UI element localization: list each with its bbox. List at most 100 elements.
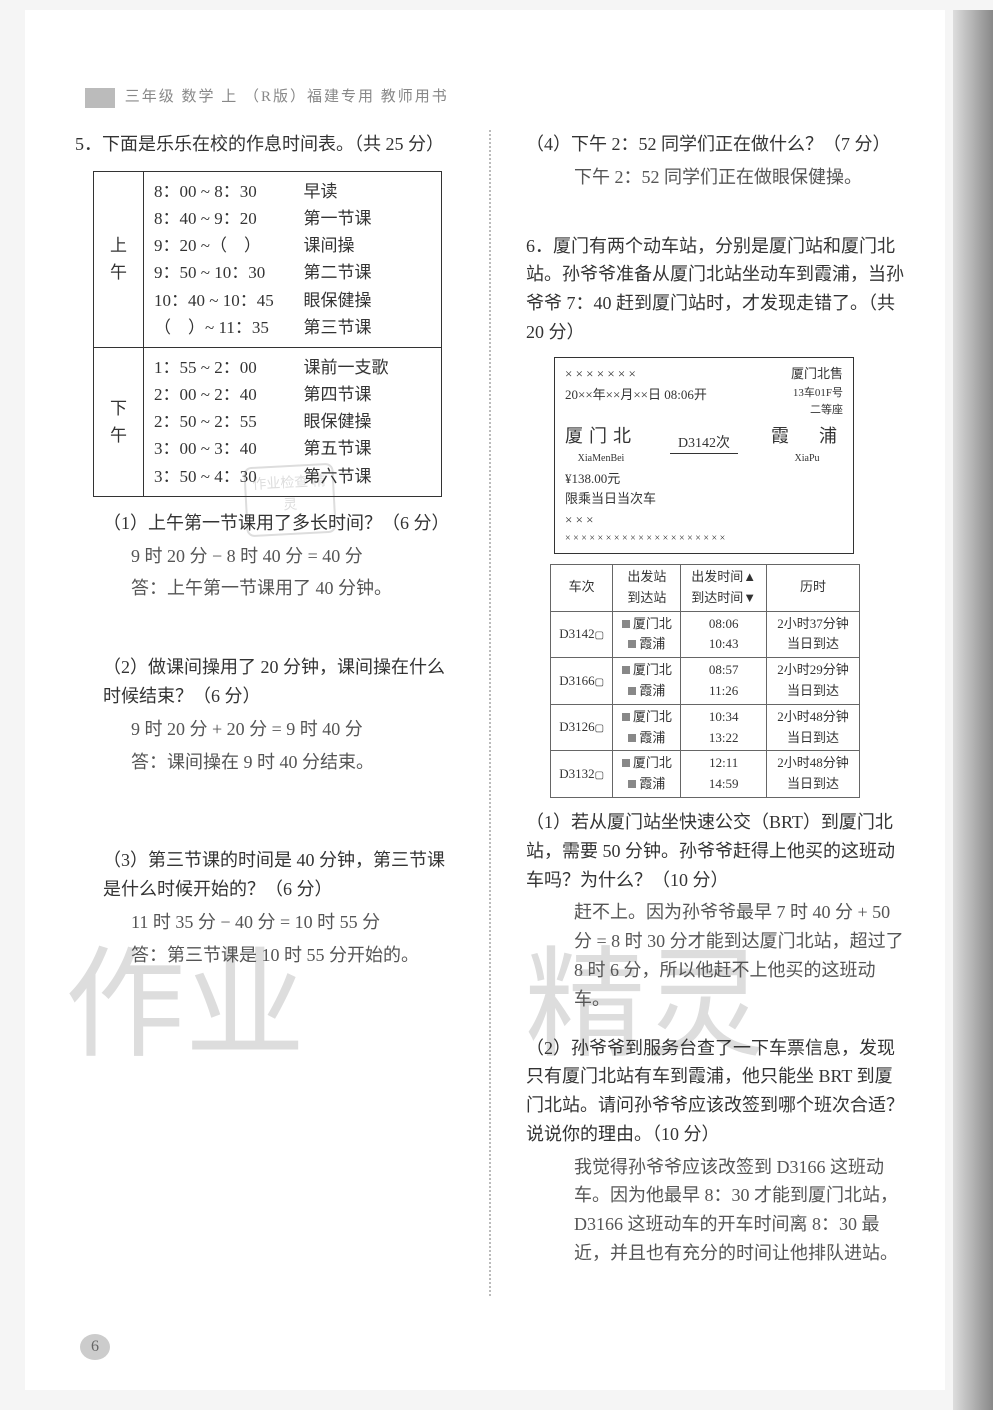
q5-1-calc: 9 时 20 分 − 8 时 40 分 = 40 分 xyxy=(103,542,454,571)
ticket-top-left: × × × × × × × xyxy=(565,364,636,385)
th-stations: 出发站 到达站 xyxy=(613,564,681,611)
cell-duration: 2小时37分钟当日到达 xyxy=(766,611,859,658)
cell-train-no: D3166▢ xyxy=(551,658,613,705)
ticket-note: 限乘当日当次车 xyxy=(565,489,843,510)
cell-stations: 厦门北 霞浦 xyxy=(613,611,681,658)
train-row: D3142▢ 厦门北 霞浦 08:0610:43 2小时37分钟当日到达 xyxy=(551,611,860,658)
ticket-seat: 13车01F号 二等座 xyxy=(793,385,843,420)
q5-2-question: （2）做课间操用了 20 分钟，课间操在什么时候结束？（6 分） xyxy=(103,653,454,711)
q5-4-answer: 下午 2：52 同学们正在做眼保健操。 xyxy=(526,163,905,192)
q5-3-answer: 答：第三节课是 10 时 55 分开始的。 xyxy=(103,941,454,970)
ticket-to: 霞 浦 XiaPu xyxy=(771,422,843,467)
cell-stations: 厦门北 霞浦 xyxy=(613,751,681,798)
train-no: D3142次 xyxy=(670,436,738,454)
two-column-content: 5．下面是乐乐在校的作息时间表。（共 25 分） 上午 8：00 ~ 8：308… xyxy=(75,130,905,1296)
header-text: 三年级 数学 xyxy=(125,89,216,105)
ticket-top-right: 厦门北售 xyxy=(791,364,843,385)
from-cn: 厦门北 xyxy=(565,422,637,451)
q5-2-answer: 答：课间操在 9 时 40 分结束。 xyxy=(103,748,454,777)
ticket-date: 20××年××月××日 08:06开 xyxy=(565,385,707,420)
q6-1-answer: 赶不上。因为孙爷爷最早 7 时 40 分 + 50 分 = 8 时 30 分才能… xyxy=(526,898,905,1013)
q6-text: 6．厦门有两个动车站，分别是厦门站和厦门北站。孙爷爷准备从厦门北站坐动车到霞浦，… xyxy=(526,232,905,347)
schedule-time: 8：00 ~ 8：30 xyxy=(154,178,284,205)
morning-acts: 早读第一节课课间操第二节课眼保健操第三节课 xyxy=(294,171,442,347)
th-duration: 历时 xyxy=(766,564,859,611)
schedule-time: （ ）~ 11：35 xyxy=(154,314,284,341)
column-divider xyxy=(489,130,491,1296)
schedule-activity: 第六节课 xyxy=(304,463,431,490)
q5-sub2: （2）做课间操用了 20 分钟，课间操在什么时候结束？（6 分） 9 时 20 … xyxy=(75,653,454,776)
train-ticket: × × × × × × × 厦门北售 20××年××月××日 08:06开 13… xyxy=(554,357,854,554)
ticket-price: ¥138.00元 xyxy=(565,469,843,490)
q5-4-question: （4）下午 2：52 同学们正在做什么？（7 分） xyxy=(526,130,905,159)
train-schedule-table: 车次 出发站 到达站 出发时间▲ 到达时间▼ 历时 xyxy=(550,564,860,798)
schedule-activity: 课前一支歌 xyxy=(304,354,431,381)
schedule-time: 8：40 ~ 9：20 xyxy=(154,205,284,232)
cell-train-no: D3142▢ xyxy=(551,611,613,658)
page-header: 三年级 数学 上 （R版）福建专用 教师用书 xyxy=(85,85,449,109)
q5-stem: 下面是乐乐在校的作息时间表。（共 25 分） xyxy=(102,134,444,154)
q5-sub4: （4）下午 2：52 同学们正在做什么？（7 分） 下午 2：52 同学们正在做… xyxy=(526,130,905,192)
cell-stations: 厦门北 霞浦 xyxy=(613,658,681,705)
q5-1-question: （1）上午第一节课用了多长时间？（6 分） xyxy=(103,509,454,538)
page-number: 6 xyxy=(80,1334,110,1360)
q5-sub1: （1）上午第一节课用了多长时间？（6 分） 9 时 20 分 − 8 时 40 … xyxy=(75,509,454,603)
schedule-time: 2：00 ~ 2：40 xyxy=(154,381,284,408)
schedule-activity: 第一节课 xyxy=(304,205,431,232)
question-6: 6．厦门有两个动车站，分别是厦门站和厦门北站。孙爷爷准备从厦门北站坐动车到霞浦，… xyxy=(526,232,905,1268)
header-vol: 上 xyxy=(221,89,238,105)
schedule-activity: 眼保健操 xyxy=(304,287,431,314)
to-py: XiaPu xyxy=(771,451,843,467)
schedule-time: 9：50 ~ 10：30 xyxy=(154,259,284,286)
afternoon-times: 1：55 ~ 2：002：00 ~ 2：402：50 ~ 2：553：00 ~ … xyxy=(144,347,294,496)
schedule-activity: 第三节课 xyxy=(304,314,431,341)
afternoon-acts: 课前一支歌第四节课眼保健操第五节课第六节课 xyxy=(294,347,442,496)
header-edition: （R版）福建专用 教师用书 xyxy=(244,89,449,105)
cell-duration: 2小时48分钟当日到达 xyxy=(766,704,859,751)
q5-number: 5． xyxy=(75,134,102,154)
q6-2-answer: 我觉得孙爷爷应该改签到 D3166 这班动车。因为他最早 8：30 才能到厦门北… xyxy=(526,1153,905,1268)
page-container: 三年级 数学 上 （R版）福建专用 教师用书 作业 精灵 作业检查 精 灵 5．… xyxy=(25,10,945,1390)
ticket-bottom1: × × × xyxy=(565,510,843,531)
schedule-time: 2：50 ~ 2：55 xyxy=(154,408,284,435)
schedule-activity: 第二节课 xyxy=(304,259,431,286)
right-column: （4）下午 2：52 同学们正在做什么？（7 分） 下午 2：52 同学们正在做… xyxy=(526,130,905,1296)
cell-times: 08:5711:26 xyxy=(681,658,766,705)
q6-sub1: （1）若从厦门站坐快速公交（BRT）到厦门北站，需要 50 分钟。孙爷爷赶得上他… xyxy=(526,808,905,1014)
cell-times: 12:1114:59 xyxy=(681,751,766,798)
period-morning: 上午 xyxy=(94,171,144,347)
cell-train-no: D3132▢ xyxy=(551,751,613,798)
train-row: D3166▢ 厦门北 霞浦 08:5711:26 2小时29分钟当日到达 xyxy=(551,658,860,705)
schedule-time: 9：20 ~（ ） xyxy=(154,232,284,259)
ticket-bottom2: × × × × × × × × × × × × × × × × × × × × xyxy=(565,531,843,547)
ticket-from: 厦门北 XiaMenBei xyxy=(565,422,637,467)
schedule-activity: 早读 xyxy=(304,178,431,205)
cell-train-no: D3126▢ xyxy=(551,704,613,751)
logo-icon xyxy=(85,88,115,108)
q6-number: 6． xyxy=(526,236,553,256)
train-row: D3126▢ 厦门北 霞浦 10:3413:22 2小时48分钟当日到达 xyxy=(551,704,860,751)
q6-2-question: （2）孙爷爷到服务台查了一下车票信息，发现只有厦门北站有车到霞浦，他只能坐 BR… xyxy=(526,1034,905,1149)
schedule-time: 1：55 ~ 2：00 xyxy=(154,354,284,381)
q5-1-answer: 答：上午第一节课用了 40 分钟。 xyxy=(103,574,454,603)
schedule-table: 上午 8：00 ~ 8：308：40 ~ 9：209：20 ~（ ）9：50 ~… xyxy=(93,171,442,497)
q5-2-calc: 9 时 20 分 + 20 分 = 9 时 40 分 xyxy=(103,715,454,744)
schedule-time: 3：00 ~ 3：40 xyxy=(154,435,284,462)
cell-duration: 2小时48分钟当日到达 xyxy=(766,751,859,798)
cell-duration: 2小时29分钟当日到达 xyxy=(766,658,859,705)
schedule-activity: 眼保健操 xyxy=(304,408,431,435)
q6-1-question: （1）若从厦门站坐快速公交（BRT）到厦门北站，需要 50 分钟。孙爷爷赶得上他… xyxy=(526,808,905,894)
to-cn: 霞 浦 xyxy=(771,422,843,451)
ticket-train-no: D3142次 xyxy=(670,433,738,455)
q5-3-calc: 11 时 35 分 − 40 分 = 10 时 55 分 xyxy=(103,908,454,937)
q5-sub3: （3）第三节课的时间是 40 分钟，第三节课是什么时候开始的？（6 分） 11 … xyxy=(75,846,454,969)
page-binding-edge xyxy=(953,10,993,1410)
morning-times: 8：00 ~ 8：308：40 ~ 9：209：20 ~（ ）9：50 ~ 10… xyxy=(144,171,294,347)
schedule-activity: 第四节课 xyxy=(304,381,431,408)
schedule-activity: 课间操 xyxy=(304,232,431,259)
schedule-time: 10：40 ~ 10：45 xyxy=(154,287,284,314)
q6-stem: 厦门有两个动车站，分别是厦门站和厦门北站。孙爷爷准备从厦门北站坐动车到霞浦，当孙… xyxy=(526,236,904,342)
schedule-time: 3：50 ~ 4：30 xyxy=(154,463,284,490)
question-5: 5．下面是乐乐在校的作息时间表。（共 25 分） 上午 8：00 ~ 8：308… xyxy=(75,130,454,970)
cell-stations: 厦门北 霞浦 xyxy=(613,704,681,751)
